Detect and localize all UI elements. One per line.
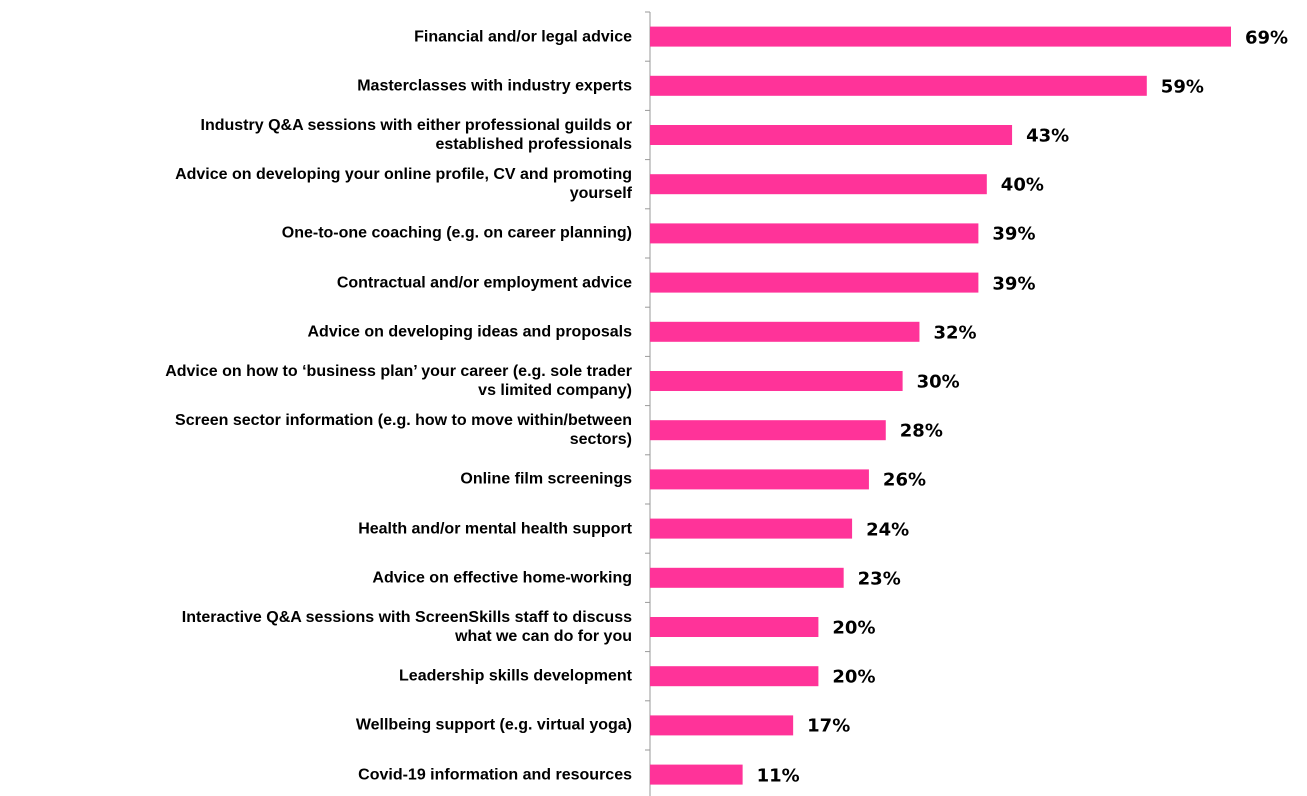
value-label: 23% bbox=[857, 568, 901, 590]
value-label: 17% bbox=[807, 715, 851, 737]
category-label: One-to-one coaching (e.g. on career plan… bbox=[281, 224, 632, 242]
category-label: Screen sector information (e.g. how to m… bbox=[175, 412, 632, 449]
category-label: Advice on developing your online profile… bbox=[175, 166, 632, 203]
category-label: Advice on effective home-working bbox=[372, 569, 632, 587]
category-label: Health and/or mental health support bbox=[358, 520, 632, 538]
bar bbox=[650, 75, 1147, 96]
bar bbox=[650, 617, 819, 637]
value-label: 11% bbox=[756, 765, 800, 787]
category-label: Contractual and/or employment advice bbox=[336, 274, 632, 292]
value-label: 39% bbox=[992, 273, 1036, 295]
category-label: Financial and/or legal advice bbox=[414, 28, 632, 46]
category-label: Advice on developing ideas and proposals bbox=[307, 323, 632, 341]
bar bbox=[650, 764, 743, 785]
category-label: Masterclasses with industry experts bbox=[357, 77, 632, 95]
value-label: 39% bbox=[992, 223, 1036, 245]
category-label: Interactive Q&A sessions with ScreenSkil… bbox=[181, 609, 632, 645]
bar bbox=[650, 371, 903, 391]
bar bbox=[650, 518, 853, 539]
category-label: Covid-19 information and resources bbox=[358, 766, 632, 784]
value-label: 26% bbox=[882, 469, 927, 491]
value-label: 30% bbox=[916, 371, 960, 393]
bar bbox=[650, 567, 844, 588]
bar bbox=[650, 321, 920, 342]
value-label: 40% bbox=[1000, 174, 1044, 196]
value-label: 43% bbox=[1026, 125, 1070, 147]
value-label: 69% bbox=[1245, 27, 1289, 49]
value-label: 20% bbox=[832, 666, 876, 688]
bar bbox=[650, 174, 987, 195]
category-label: Wellbeing support (e.g. virtual yoga) bbox=[355, 716, 632, 734]
category-label: Industry Q&A sessions with either profes… bbox=[200, 117, 632, 153]
value-label: 28% bbox=[899, 420, 943, 442]
bar bbox=[650, 26, 1231, 47]
value-label: 20% bbox=[832, 617, 876, 639]
bar bbox=[650, 469, 869, 490]
value-label: 24% bbox=[866, 519, 910, 541]
bar bbox=[650, 715, 794, 736]
bar bbox=[650, 420, 886, 441]
value-label: 32% bbox=[933, 322, 977, 344]
category-label: Leadership skills development bbox=[399, 667, 632, 685]
bar bbox=[650, 223, 979, 244]
category-label: Advice on how to ‘business plan’ your ca… bbox=[165, 363, 632, 399]
value-label: 59% bbox=[1160, 76, 1204, 98]
category-label: Online film screenings bbox=[460, 470, 632, 488]
bar bbox=[650, 272, 979, 293]
bar bbox=[650, 125, 1013, 145]
bar bbox=[650, 666, 819, 687]
